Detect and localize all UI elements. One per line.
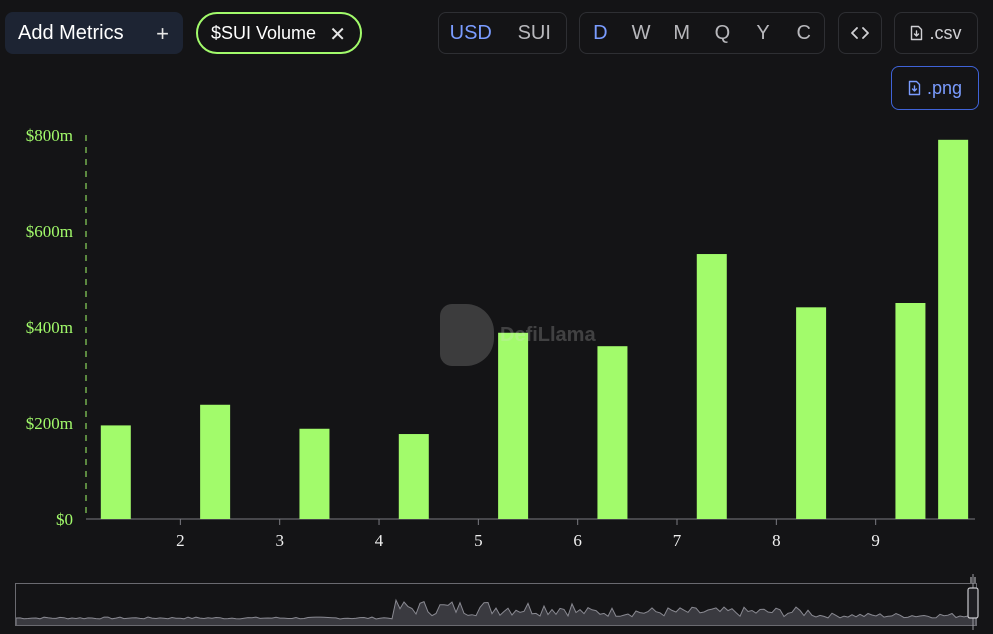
x-tick-label: 6 <box>573 531 582 550</box>
file-download-icon <box>908 80 921 96</box>
defillama-logo-icon <box>440 304 494 366</box>
y-tick-label: $600m <box>26 222 73 241</box>
x-tick-label: 5 <box>474 531 483 550</box>
download-csv-button[interactable]: .csv <box>894 12 978 54</box>
defillama-watermark: DefiLlama <box>440 304 596 366</box>
volume-bar-chart: $0 $200m $400m $600m $800m 2 3 4 5 6 7 8 9 <box>26 126 975 550</box>
download-png-label: .png <box>926 77 963 98</box>
bar <box>299 428 330 519</box>
unit-option-sui[interactable]: SUI <box>517 21 551 44</box>
period-option-c[interactable]: C <box>796 21 811 44</box>
bar <box>498 332 529 519</box>
brush-overview-line <box>15 598 977 625</box>
add-metrics-label: Add Metrics <box>18 21 124 44</box>
bar <box>597 346 628 519</box>
close-icon[interactable]: ✕ <box>329 24 346 46</box>
period-option-d[interactable]: D <box>593 21 608 44</box>
plus-icon: + <box>156 21 169 46</box>
watermark-text: DefiLlama <box>500 323 596 346</box>
bar <box>100 425 131 519</box>
unit-toggle: USD SUI <box>438 12 567 54</box>
brush-handle-right[interactable] <box>967 574 979 630</box>
x-tick-label: 7 <box>673 531 682 550</box>
x-tick-label: 2 <box>176 531 185 550</box>
x-tick-label: 3 <box>275 531 284 550</box>
y-tick-label: $0 <box>56 510 73 529</box>
time-range-brush[interactable] <box>15 583 977 626</box>
bar <box>398 434 429 519</box>
y-tick-label: $800m <box>26 126 73 145</box>
x-tick-label: 4 <box>375 531 384 550</box>
bar <box>796 307 827 519</box>
bar <box>200 404 231 519</box>
download-csv-label: .csv <box>929 22 962 43</box>
x-tick-label: 9 <box>871 531 880 550</box>
period-option-m[interactable]: M <box>673 21 691 44</box>
metric-chip-label: $SUI Volume <box>211 22 317 43</box>
metric-chip-sui-volume[interactable]: $SUI Volume ✕ <box>196 12 362 54</box>
period-option-y[interactable]: Y <box>756 21 770 44</box>
period-option-q[interactable]: Q <box>714 21 731 44</box>
bar <box>938 139 969 520</box>
add-metrics-button[interactable]: Add Metrics + <box>5 12 183 54</box>
unit-option-usd[interactable]: USD <box>449 21 492 44</box>
period-toggle: D W M Q Y C <box>579 12 825 54</box>
file-download-icon <box>911 25 923 41</box>
x-tick-label: 8 <box>772 531 781 550</box>
code-icon <box>851 27 869 39</box>
y-tick-label: $400m <box>26 318 73 337</box>
period-option-w[interactable]: W <box>631 21 651 44</box>
bar <box>696 254 727 520</box>
bar <box>895 303 926 519</box>
y-tick-label: $200m <box>26 414 73 433</box>
embed-button[interactable] <box>838 12 882 54</box>
download-png-button[interactable]: .png <box>891 66 979 110</box>
